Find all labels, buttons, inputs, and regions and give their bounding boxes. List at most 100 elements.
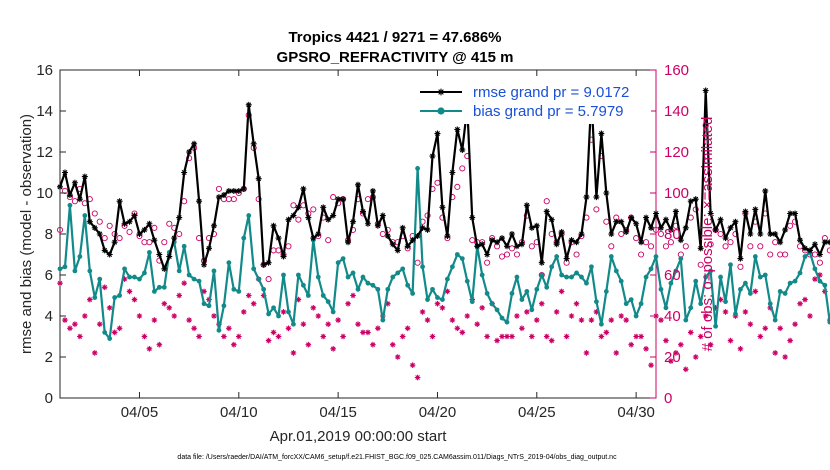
bias-point bbox=[698, 301, 704, 307]
rmse-point bbox=[653, 210, 659, 217]
bias-point bbox=[792, 278, 798, 284]
rmse-point bbox=[494, 239, 501, 246]
rmse-point bbox=[439, 204, 446, 211]
rmse-point bbox=[508, 231, 515, 237]
rmse-point bbox=[737, 255, 744, 262]
y-tick-label-left: 12 bbox=[36, 144, 53, 161]
rmse-point bbox=[697, 245, 704, 252]
bias-point bbox=[713, 323, 718, 329]
rmse-point bbox=[479, 241, 486, 248]
rmse-point bbox=[335, 196, 342, 203]
x-axis-label: Apr.01,2019 00:00:00 start bbox=[270, 428, 448, 445]
bias-point bbox=[663, 305, 669, 311]
assimilated-obs-point bbox=[141, 333, 148, 340]
rmse-point bbox=[369, 187, 376, 194]
rmse-point bbox=[707, 210, 714, 217]
bias-point bbox=[355, 286, 361, 292]
possible-obs-point bbox=[667, 239, 674, 246]
legend-rmse-star bbox=[437, 88, 445, 96]
bias-point bbox=[762, 272, 768, 278]
rmse-point bbox=[76, 196, 83, 203]
rmse-point bbox=[742, 208, 749, 215]
possible-obs-point bbox=[652, 226, 660, 233]
assimilated-obs-point bbox=[305, 341, 312, 348]
assimilated-obs-point bbox=[494, 337, 500, 344]
rmse-point bbox=[618, 218, 625, 225]
bias-point bbox=[196, 278, 202, 284]
bias-series-line bbox=[59, 167, 830, 340]
bias-point bbox=[678, 256, 684, 261]
assimilated-obs-point bbox=[156, 341, 163, 348]
rmse-point bbox=[459, 146, 466, 153]
assimilated-obs-point bbox=[598, 333, 605, 340]
bias-point bbox=[608, 254, 614, 259]
bias-point bbox=[92, 295, 98, 300]
possible-obs-point bbox=[166, 220, 173, 227]
assimilated-obs-point bbox=[87, 296, 93, 303]
possible-obs-point bbox=[633, 235, 640, 242]
rmse-point bbox=[469, 214, 476, 221]
bias-point bbox=[688, 305, 694, 311]
assimilated-obs-point bbox=[623, 317, 629, 323]
assimilated-obs-point bbox=[146, 346, 153, 352]
possible-obs-point bbox=[503, 251, 511, 258]
bias-point bbox=[241, 235, 247, 241]
assimilated-obs-point bbox=[762, 325, 769, 332]
rmse-point bbox=[245, 101, 252, 108]
rmse-point bbox=[240, 185, 247, 192]
bias-point bbox=[350, 270, 356, 276]
assimilated-obs-point bbox=[504, 333, 510, 340]
assimilated-obs-point bbox=[181, 280, 187, 286]
bias-point bbox=[281, 272, 286, 278]
rmse-point bbox=[419, 224, 426, 231]
assimilated-obs-point bbox=[747, 321, 754, 327]
rmse-point bbox=[181, 169, 188, 176]
bias-point bbox=[226, 260, 232, 266]
possible-obs-point bbox=[697, 261, 704, 268]
rmse-point bbox=[657, 224, 664, 231]
possible-obs-point bbox=[71, 198, 78, 205]
bias-point bbox=[266, 311, 271, 317]
assimilated-obs-point bbox=[429, 333, 436, 340]
possible-obs-point bbox=[508, 245, 516, 252]
possible-obs-point bbox=[91, 210, 98, 217]
rmse-series-line bbox=[58, 89, 830, 270]
assimilated-obs-point bbox=[817, 272, 823, 278]
bias-point bbox=[822, 282, 828, 288]
rmse-point bbox=[61, 169, 68, 176]
rmse-point bbox=[57, 183, 63, 190]
bias-point bbox=[102, 330, 108, 335]
y-tick-label-right: 0 bbox=[664, 390, 672, 407]
rmse-point bbox=[578, 231, 585, 237]
rmse-point bbox=[409, 237, 416, 244]
assimilated-obs-point bbox=[96, 321, 103, 327]
rmse-point bbox=[762, 187, 769, 194]
bias-point bbox=[300, 282, 306, 288]
y-axis-label-left: rmse and bias (model - observation) bbox=[18, 114, 35, 354]
y-tick-label-right: 160 bbox=[664, 62, 689, 79]
y-tick-label-right: 100 bbox=[664, 185, 689, 202]
bias-point bbox=[305, 293, 311, 298]
assimilated-obs-point bbox=[678, 341, 684, 348]
assimilated-obs-point bbox=[355, 321, 361, 327]
bias-point bbox=[519, 297, 525, 302]
bias-point bbox=[395, 270, 401, 276]
assimilated-obs-point bbox=[424, 317, 431, 323]
assimilated-obs-point bbox=[126, 288, 133, 295]
bias-point bbox=[72, 268, 78, 274]
rmse-point bbox=[518, 241, 525, 248]
possible-obs-point bbox=[573, 251, 580, 258]
possible-obs-point bbox=[230, 196, 237, 203]
assimilated-obs-point bbox=[568, 313, 575, 319]
rmse-point bbox=[394, 247, 401, 254]
bias-point bbox=[440, 297, 445, 302]
bias-point bbox=[643, 274, 649, 280]
rmse-point bbox=[816, 251, 823, 258]
assimilated-obs-point bbox=[578, 317, 585, 323]
assimilated-obs-point bbox=[250, 300, 257, 307]
bias-point bbox=[246, 213, 252, 218]
bias-point bbox=[633, 313, 639, 319]
assimilated-obs-point bbox=[275, 333, 282, 340]
bias-point bbox=[772, 317, 778, 323]
possible-obs-point bbox=[325, 237, 332, 244]
